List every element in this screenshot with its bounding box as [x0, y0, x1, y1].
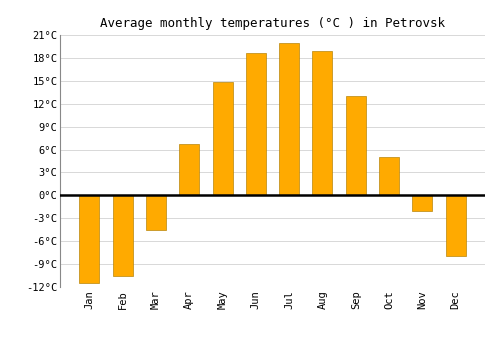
- Bar: [279, 43, 299, 195]
- Bar: [112, 195, 132, 275]
- Bar: [179, 144, 199, 195]
- Bar: [212, 82, 233, 195]
- Bar: [312, 51, 332, 195]
- Bar: [379, 157, 399, 195]
- Bar: [246, 52, 266, 195]
- Bar: [412, 195, 432, 211]
- Bar: [80, 195, 100, 283]
- Bar: [446, 195, 466, 257]
- Bar: [346, 96, 366, 195]
- Bar: [146, 195, 166, 230]
- Title: Average monthly temperatures (°C ) in Petrovsk: Average monthly temperatures (°C ) in Pe…: [100, 17, 445, 30]
